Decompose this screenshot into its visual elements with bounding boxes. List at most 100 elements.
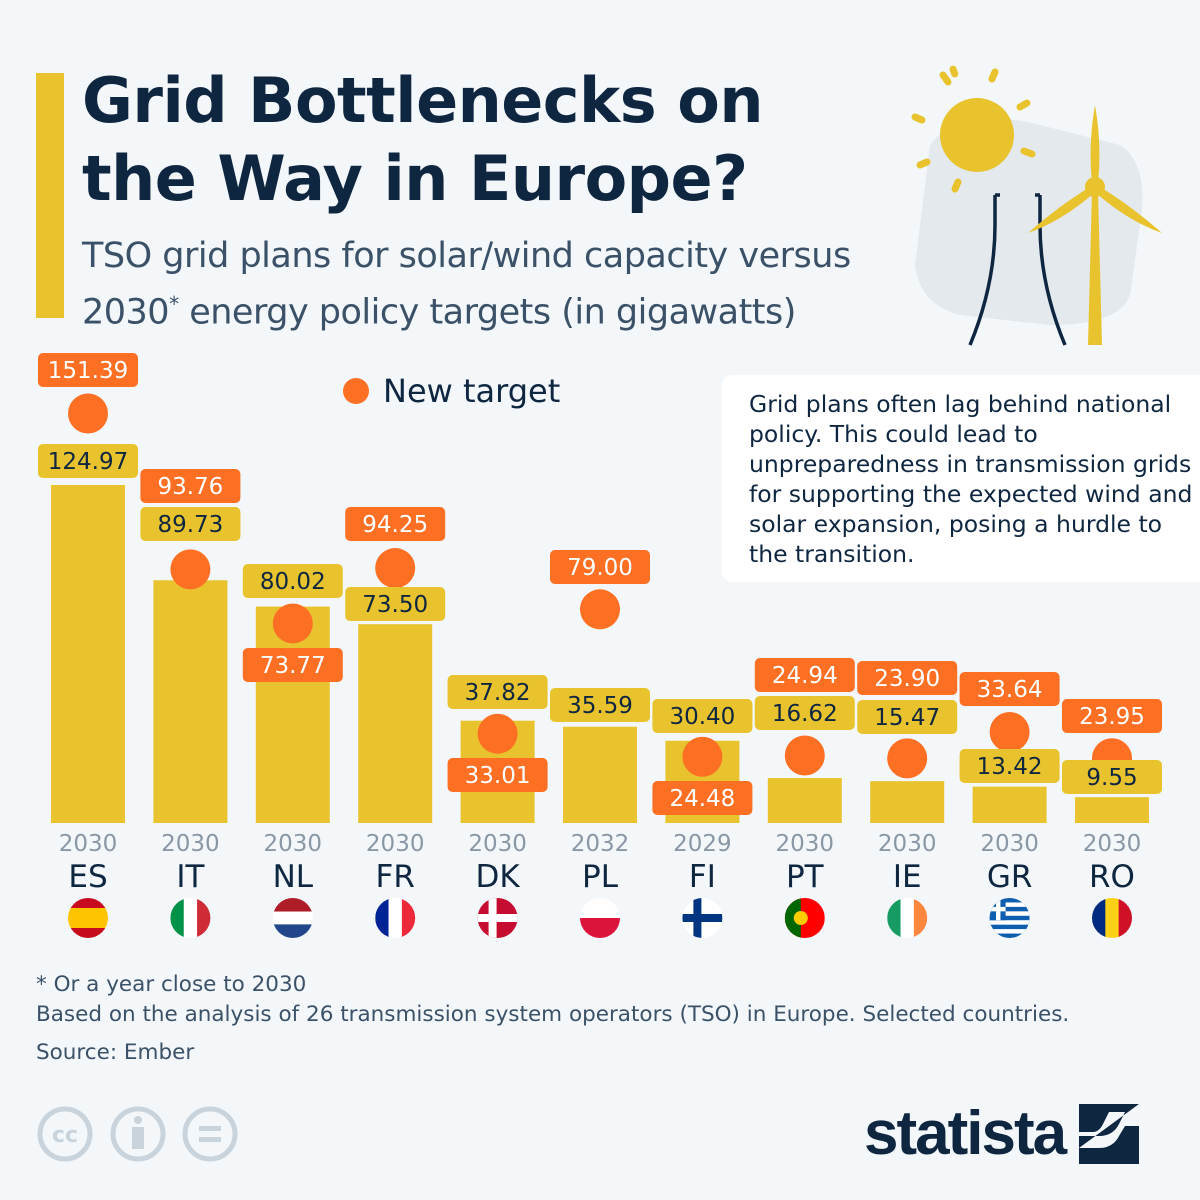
bar-gr	[972, 786, 1047, 823]
year-label: 2030	[59, 831, 118, 857]
year-label: 2032	[571, 831, 630, 857]
footnote: * Or a year close to 2030	[36, 972, 307, 997]
flag-stripe	[68, 928, 108, 938]
page-title: Grid Bottlenecks on the Way in Europe?	[82, 62, 764, 218]
bar-value-label-ie-text: 15.47	[874, 705, 940, 731]
sun-icon	[911, 65, 1036, 193]
bar-value-label-ie-bg	[857, 700, 958, 734]
target-dot-es	[68, 393, 108, 434]
bar-pt	[767, 778, 842, 823]
target-value-label-pl-bg	[550, 550, 650, 584]
legend-new-target-label: New target	[383, 372, 561, 410]
year-label: 2030	[468, 831, 527, 857]
year-label: 2030	[776, 831, 835, 857]
attribution-icon	[110, 1106, 166, 1162]
flag-stripe	[1118, 898, 1132, 938]
flag-stripe	[784, 898, 801, 938]
target-value-label-nl-text: 73.77	[260, 653, 326, 679]
bar-value-label-fi-text: 30.40	[669, 704, 735, 730]
bar-value-label-es: 124.97	[38, 444, 138, 478]
subtitle-line-2: 2030* energy policy targets (in gigawatt…	[82, 280, 851, 337]
target-value-label-pt-text: 24.94	[772, 663, 838, 689]
flag-fill	[375, 898, 416, 938]
bar-value-label-nl-bg	[242, 564, 343, 598]
flag-stripe	[1105, 898, 1120, 938]
target-value-label-es-text: 151.39	[48, 358, 128, 384]
bar-value-label-es-text: 124.97	[48, 449, 128, 475]
bar-value-label-ro: 9.55	[1062, 760, 1162, 794]
country-label: FR	[376, 859, 415, 895]
target-dot-pl	[580, 589, 620, 630]
flag-fill	[68, 898, 108, 938]
bar-value-label-pl-text: 35.59	[567, 693, 633, 719]
bar-value-label-pt-bg	[754, 696, 855, 730]
bar-value-label-ie: 15.47	[857, 700, 958, 734]
statista-wordmark: statista	[864, 1099, 1067, 1168]
bar-es	[51, 484, 125, 823]
country-label: RO	[1089, 859, 1135, 895]
target-value-label-fi: 24.48	[652, 781, 753, 815]
bar-value-label-gr: 13.42	[959, 749, 1060, 783]
bar-value-label-dk-text: 37.82	[465, 680, 531, 706]
bar-value-label-ro-text: 9.55	[1086, 765, 1137, 791]
bar-value-label-gr-text: 13.42	[977, 754, 1043, 780]
svg-text:cc: cc	[52, 1123, 78, 1148]
energy-illustration	[911, 65, 1162, 346]
bar-value-label-fi-bg	[652, 699, 753, 733]
bar-value-label-pt: 16.62	[754, 696, 855, 730]
target-dot-ie	[887, 738, 928, 779]
target-value-label-it-text: 93.76	[157, 474, 223, 500]
target-value-label-dk: 33.01	[447, 758, 548, 792]
netherlands-flag-icon	[272, 898, 313, 938]
bar-chart: 124.97151.392030ES89.7393.762030IT80.027…	[38, 353, 1162, 938]
year-label: 2029	[673, 831, 732, 857]
flag-fill	[887, 898, 928, 938]
romania-flag-icon	[1092, 898, 1132, 938]
wind-turbine-icon	[1028, 105, 1162, 345]
bar-value-label-it: 89.73	[140, 507, 241, 541]
flag-fill	[272, 898, 313, 938]
creative-commons-icons: cc	[37, 1106, 238, 1162]
analysis-note: Based on the analysis of 26 transmission…	[36, 1002, 1070, 1027]
subtitle-asterisk: *	[169, 292, 179, 316]
flag-stripe	[183, 898, 198, 938]
source: Source: Ember	[36, 1040, 195, 1065]
title-line-1: Grid Bottlenecks on	[82, 64, 764, 137]
bar-fr	[358, 624, 433, 823]
france-flag-icon	[375, 898, 416, 938]
target-dot-fr	[375, 548, 416, 589]
cc-icon	[37, 1106, 93, 1162]
target-value-label-nl: 73.77	[242, 648, 343, 682]
legend-new-target-marker	[343, 378, 369, 404]
flag-stripe	[272, 911, 313, 925]
bar-value-label-nl-text: 80.02	[260, 569, 326, 595]
flag-fill	[989, 898, 1030, 938]
poland-flag-icon	[580, 898, 620, 938]
cooling-tower-icon	[968, 193, 1067, 346]
target-value-label-fi-text: 24.48	[669, 786, 735, 812]
bar-value-label-fr-text: 73.50	[362, 592, 428, 618]
subtitle-year: 2030	[82, 292, 170, 333]
flag-stripe	[272, 898, 313, 912]
greece-flag-icon	[989, 898, 1030, 938]
flag-stripe	[68, 908, 108, 928]
target-value-label-pt: 24.94	[754, 658, 855, 692]
bar-ro	[1075, 797, 1149, 823]
spain-flag-icon	[68, 898, 108, 938]
country-label: DK	[475, 859, 520, 895]
flag-stripe	[170, 898, 185, 938]
target-value-label-it: 93.76	[140, 469, 241, 503]
flag-fill	[170, 898, 211, 938]
flag-fill	[477, 898, 518, 938]
bar-ie	[870, 781, 945, 823]
title-accent-bar	[36, 73, 64, 318]
flag-stripe	[580, 898, 620, 918]
bar-value-label-dk: 37.82	[447, 675, 548, 709]
bar-value-label-fr: 73.50	[345, 587, 446, 621]
country-label: GR	[987, 859, 1033, 895]
flag-cross	[693, 898, 702, 938]
flag-stripe	[1092, 898, 1106, 938]
bar-value-label-pt-text: 16.62	[772, 701, 838, 727]
year-label: 2030	[161, 831, 220, 857]
flag-stripe	[375, 898, 390, 938]
